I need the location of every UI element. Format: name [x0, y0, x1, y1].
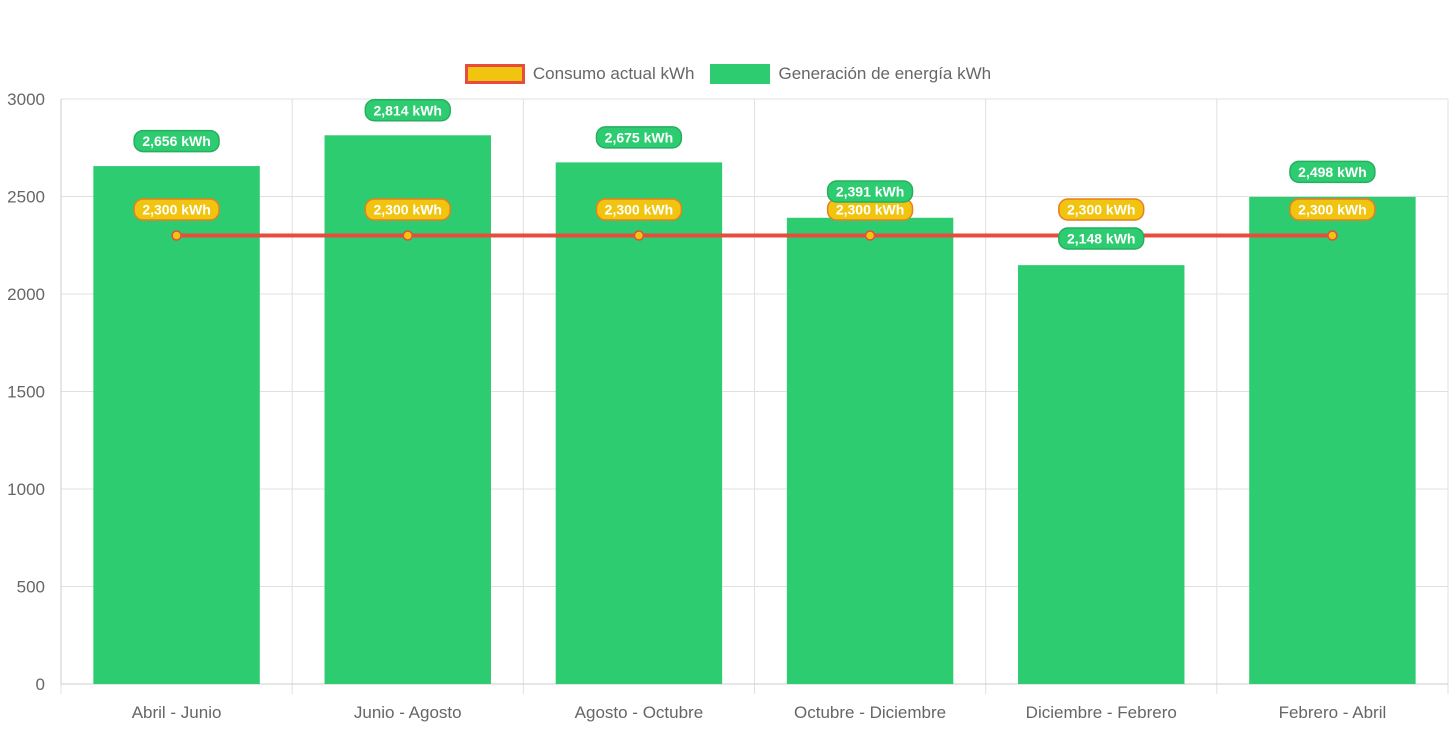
bar-generacion [1249, 196, 1416, 684]
data-label-generacion-bg [826, 180, 914, 203]
data-label-consumo: 2,300 kWh [1067, 202, 1135, 218]
x-tick-label: Abril - Junio [132, 703, 222, 722]
legend-swatch-consumo [464, 64, 525, 84]
data-label-generacion: 2,656 kWh [142, 133, 210, 149]
bar-generacion [786, 217, 954, 684]
legend-label-generacion: Generación de energía kWh [778, 64, 992, 83]
data-label-consumo-bg [595, 198, 683, 221]
data-label-generacion: 2,675 kWh [605, 129, 673, 145]
data-label-consumo-bg [364, 198, 451, 221]
data-label-generacion-bg [364, 99, 451, 122]
data-label-generacion-bg [1289, 160, 1376, 184]
data-label-consumo-bg [133, 198, 220, 221]
data-label-generacion-bg [1058, 227, 1145, 250]
x-tick-label: Diciembre - Febrero [1026, 703, 1177, 722]
bar-generacion [555, 162, 723, 684]
y-tick-label: 1000 [7, 480, 45, 499]
data-label-consumo: 2,300 kWh [605, 202, 673, 218]
y-tick-label: 3000 [7, 90, 45, 109]
legend-item-consumo[interactable]: Consumo actual kWh [464, 64, 695, 84]
bar-generacion [93, 166, 260, 684]
data-label-consumo: 2,300 kWh [142, 202, 210, 218]
point-consumo [402, 230, 413, 241]
bar-generacion [324, 135, 491, 684]
point-consumo [633, 230, 645, 241]
y-tick-label: 2500 [7, 188, 45, 207]
legend-label-consumo: Consumo actual kWh [532, 64, 695, 83]
point-consumo [171, 230, 182, 241]
data-label-consumo-bg [1289, 198, 1376, 221]
bar-generacion [1018, 265, 1185, 684]
legend-swatch-generacion [710, 64, 771, 84]
data-label-generacion: 2,391 kWh [836, 184, 904, 200]
legend-item-generacion[interactable]: Generación de energía kWh [710, 64, 991, 84]
x-tick-label: Junio - Agosto [354, 703, 462, 722]
data-label-consumo: 2,300 kWh [1298, 202, 1366, 218]
x-tick-label: Febrero - Abril [1279, 703, 1387, 722]
data-label-generacion: 2,148 kWh [1067, 231, 1135, 247]
data-label-consumo: 2,300 kWh [836, 202, 904, 218]
data-label-consumo-bg [1058, 198, 1145, 221]
y-tick-label: 2000 [7, 285, 45, 304]
y-tick-label: 0 [36, 675, 45, 694]
x-tick-label: Agosto - Octubre [575, 703, 704, 722]
x-tick-label: Octubre - Diciembre [794, 703, 946, 722]
data-label-generacion-bg [133, 129, 220, 153]
y-tick-label: 1500 [7, 383, 45, 402]
data-label-generacion-bg [595, 126, 683, 149]
data-label-generacion: 2,498 kWh [1298, 164, 1366, 180]
legend: Consumo actual kWh Generación de energía… [0, 64, 1456, 84]
point-consumo [1327, 230, 1338, 241]
point-consumo [864, 230, 876, 241]
data-label-generacion: 2,814 kWh [374, 102, 442, 118]
data-label-consumo: 2,300 kWh [374, 202, 442, 218]
y-tick-label: 500 [17, 578, 45, 597]
